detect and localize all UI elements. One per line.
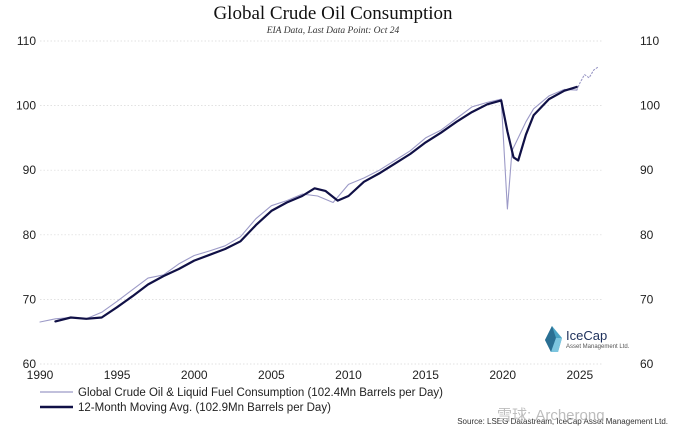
y-tick-label-left: 100 bbox=[16, 99, 36, 113]
legend-label-consumption: Global Crude Oil & Liquid Fuel Consumpti… bbox=[78, 387, 443, 399]
y-tick-label-right: 70 bbox=[640, 292, 654, 306]
x-tick-label: 1995 bbox=[104, 368, 131, 382]
x-tick-label: 2010 bbox=[335, 368, 362, 382]
y-tick-label-right: 80 bbox=[640, 228, 654, 242]
x-tick-label: 2020 bbox=[489, 368, 516, 382]
legend: Global Crude Oil & Liquid Fuel Consumpti… bbox=[40, 387, 443, 414]
y-tick-label-left: 110 bbox=[17, 34, 36, 48]
series-line-consumption bbox=[39, 88, 578, 323]
x-tick-label: 2005 bbox=[258, 368, 285, 382]
chart-subtitle: EIA Data, Last Data Point: Oct 24 bbox=[266, 26, 400, 36]
gridlines bbox=[40, 40, 603, 365]
y-tick-label-left: 90 bbox=[23, 163, 37, 177]
x-tick-label: 2025 bbox=[567, 368, 594, 382]
brand-name: IceCap bbox=[566, 328, 607, 343]
x-tick-label: 2000 bbox=[181, 368, 208, 382]
series-line-forecast bbox=[576, 66, 599, 91]
chart-title: Global Crude Oil Consumption bbox=[213, 3, 453, 24]
legend-label-moving-avg: 12-Month Moving Avg. (102.9Mn Barrels pe… bbox=[78, 402, 331, 414]
y-tick-label-right: 100 bbox=[640, 99, 660, 113]
x-axis: 1990 1995 2000 2005 2010 2015 2020 2025 bbox=[27, 368, 594, 382]
source-note: Source: LSEG Datastream, IceCap Asset Ma… bbox=[457, 417, 668, 426]
y-tick-label-right: 110 bbox=[640, 34, 659, 48]
brand-logo: IceCap Asset Management Ltd. bbox=[545, 326, 630, 352]
watermark: 雪球: Archerong bbox=[497, 407, 605, 424]
series-line-moving-avg bbox=[54, 85, 578, 323]
y-tick-label-right: 90 bbox=[640, 163, 654, 177]
iceberg-icon bbox=[545, 326, 562, 352]
y-tick-label-right: 60 bbox=[640, 357, 654, 371]
x-tick-label: 2015 bbox=[412, 368, 439, 382]
brand-subtitle: Asset Management Ltd. bbox=[566, 344, 630, 350]
x-tick-label: 1990 bbox=[27, 368, 54, 382]
y-tick-label-left: 60 bbox=[23, 357, 37, 371]
y-axis-right: 60 70 80 90 100 110 bbox=[640, 34, 660, 371]
y-tick-label-left: 70 bbox=[23, 292, 37, 306]
series-layer bbox=[39, 66, 599, 323]
y-tick-label-left: 80 bbox=[23, 228, 37, 242]
y-axis-left: 60 70 80 90 100 110 bbox=[16, 34, 36, 371]
